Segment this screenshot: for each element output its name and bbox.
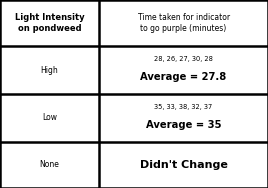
Text: Didn't Change: Didn't Change — [140, 160, 228, 170]
Text: Time taken for indicator
to go purple (minutes): Time taken for indicator to go purple (m… — [137, 13, 230, 33]
Text: None: None — [40, 161, 59, 169]
Text: 28, 26, 27, 30, 28: 28, 26, 27, 30, 28 — [154, 56, 213, 62]
Text: Average = 27.8: Average = 27.8 — [140, 72, 227, 82]
Text: Light Intensity
on pondweed: Light Intensity on pondweed — [15, 13, 84, 33]
Text: 35, 33, 38, 32, 37: 35, 33, 38, 32, 37 — [154, 104, 213, 110]
Text: Average = 35: Average = 35 — [146, 120, 221, 130]
Text: High: High — [41, 66, 58, 74]
Text: Low: Low — [42, 114, 57, 122]
